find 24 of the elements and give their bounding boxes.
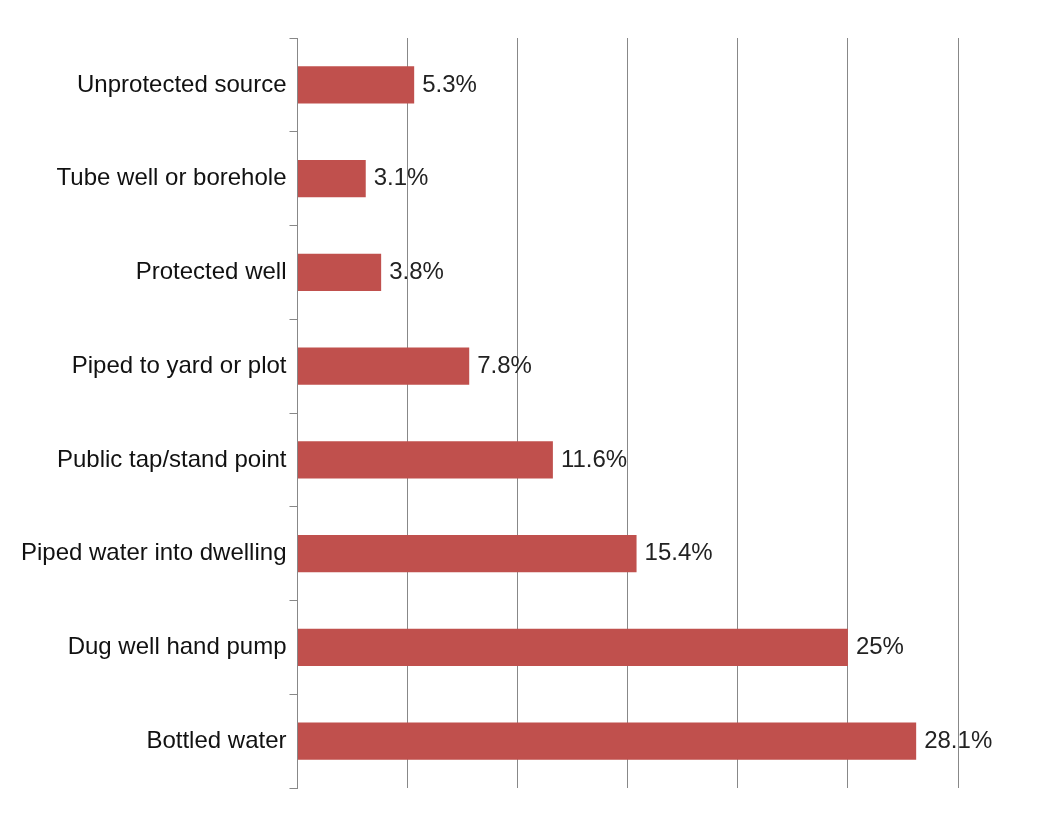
bar (297, 441, 553, 479)
bar (297, 253, 382, 292)
data-label: 3.8% (389, 257, 444, 284)
bar (297, 534, 637, 573)
bar (297, 66, 415, 104)
y-tick-label: Dug well hand pump (67, 632, 287, 659)
y-tick-label: Unprotected source (77, 69, 287, 97)
data-label: 7.8% (477, 350, 532, 378)
data-label: 25% (855, 632, 904, 659)
y-tick-label: Piped to yard or plot (71, 350, 287, 378)
data-label: 5.3% (422, 69, 477, 97)
bar (297, 347, 470, 385)
bar (297, 722, 917, 760)
y-tick-label: Protected well (135, 257, 287, 284)
data-label: 11.6% (560, 444, 628, 472)
y-tick-label: Bottled water (146, 725, 287, 753)
y-tick-label: Public tap/stand point (56, 444, 287, 472)
bar (297, 159, 366, 198)
bar (297, 628, 848, 667)
data-label: 28.1% (924, 725, 993, 753)
y-tick-label: Tube well or borehole (56, 163, 287, 191)
data-label: 15.4% (644, 538, 713, 566)
data-label: 3.1% (373, 163, 429, 191)
y-tick-label: Piped water into dwelling (20, 538, 287, 566)
